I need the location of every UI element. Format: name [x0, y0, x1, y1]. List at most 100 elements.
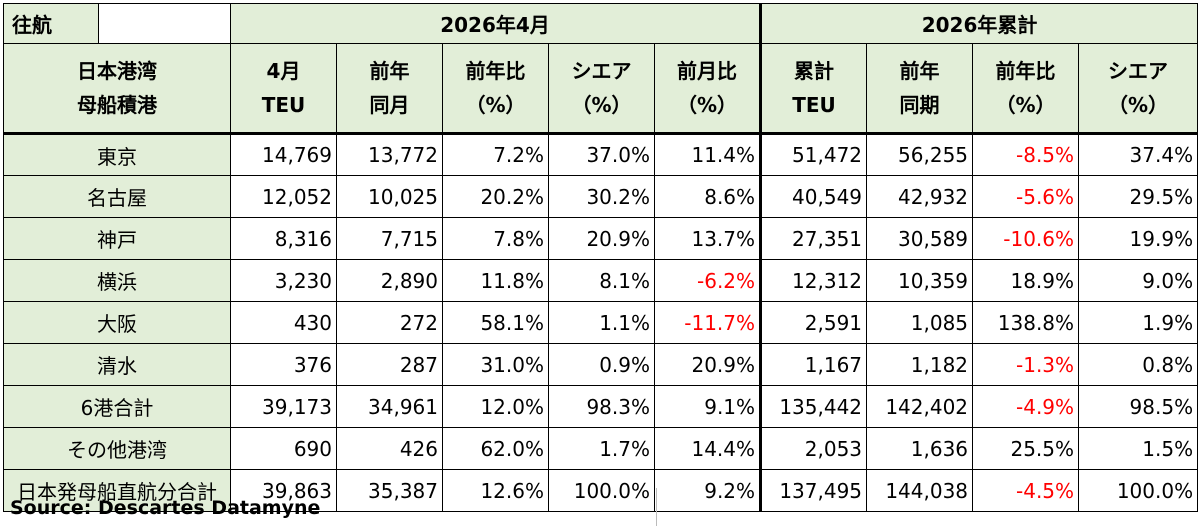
- port-name-cell: 清水: [3, 343, 231, 386]
- yoy-cell: 62.0%: [442, 427, 549, 470]
- cum-yoy-cell: -4.9%: [972, 385, 1080, 428]
- cum-teu-cell: 12,312: [759, 259, 868, 302]
- prev-month-cell: 287: [336, 343, 443, 386]
- mom-cell: -11.7%: [653, 301, 762, 344]
- yoy-cell: 58.1%: [442, 301, 549, 344]
- cum-teu-cell: 137,495: [759, 469, 868, 512]
- corner-blank: [98, 3, 231, 44]
- table-row: 東京 14,769 13,772 7.2% 37.0% 11.4% 51,472 56,255…: [3, 133, 1199, 176]
- port-name-cell: その他港湾: [3, 427, 231, 470]
- prev-period-cell: 142,402: [866, 385, 974, 428]
- month-teu-cell: 430: [230, 301, 337, 344]
- port-name-cell: 神戸: [3, 217, 231, 260]
- table-row: その他港湾 690 426 62.0% 1.7% 14.4% 2,053 1,636 25.5%…: [3, 427, 1199, 470]
- cum-yoy-cell: -8.5%: [972, 133, 1080, 176]
- cum-share-cell: 37.4%: [1078, 133, 1199, 176]
- month-teu-cell: 690: [230, 427, 337, 470]
- mom-cell: 11.4%: [653, 133, 762, 176]
- col-cum-teu-header: 累計 TEU: [759, 43, 868, 135]
- yoy-cell: 11.8%: [442, 259, 549, 302]
- prev-month-cell: 426: [336, 427, 443, 470]
- group-cumulative-header: 2026年累計: [759, 3, 1199, 44]
- cum-yoy-cell: 25.5%: [972, 427, 1080, 470]
- mom-cell: 14.4%: [653, 427, 762, 470]
- prev-period-cell: 1,636: [866, 427, 974, 470]
- cum-teu-cell: 40,549: [759, 175, 868, 218]
- share-cell: 0.9%: [548, 343, 655, 386]
- month-teu-cell: 3,230: [230, 259, 337, 302]
- cum-share-cell: 0.8%: [1078, 343, 1199, 386]
- mom-cell: 13.7%: [653, 217, 762, 260]
- mom-cell: 9.1%: [653, 385, 762, 428]
- mom-cell: 20.9%: [653, 343, 762, 386]
- col-cum-yoy-header: 前年比 （%）: [972, 43, 1080, 135]
- cum-yoy-cell: -4.5%: [972, 469, 1080, 512]
- month-teu-cell: 376: [230, 343, 337, 386]
- cum-share-cell: 100.0%: [1078, 469, 1199, 512]
- cum-share-cell: 29.5%: [1078, 175, 1199, 218]
- corner-label: 往航: [3, 3, 99, 44]
- col-month-teu-header: 4月 TEU: [230, 43, 337, 135]
- share-cell: 1.7%: [548, 427, 655, 470]
- port-name-cell: 日本発母船直航分合計: [3, 469, 231, 512]
- cum-teu-cell: 1,167: [759, 343, 868, 386]
- prev-period-cell: 10,359: [866, 259, 974, 302]
- trailing-divider: [656, 488, 657, 526]
- prev-month-cell: 13,772: [336, 133, 443, 176]
- share-cell: 1.1%: [548, 301, 655, 344]
- yoy-cell: 7.8%: [442, 217, 549, 260]
- table-row: 神戸 8,316 7,715 7.8% 20.9% 13.7% 27,351 30,589 -1…: [3, 217, 1199, 260]
- yoy-cell: 7.2%: [442, 133, 549, 176]
- prev-period-cell: 1,182: [866, 343, 974, 386]
- prev-month-cell: 34,961: [336, 385, 443, 428]
- month-teu-cell: 8,316: [230, 217, 337, 260]
- port-name-cell: 大阪: [3, 301, 231, 344]
- mom-cell: 8.6%: [653, 175, 762, 218]
- table-row: 名古屋 12,052 10,025 20.2% 30.2% 8.6% 40,549 42,93…: [3, 175, 1199, 218]
- cum-teu-cell: 135,442: [759, 385, 868, 428]
- cum-share-cell: 9.0%: [1078, 259, 1199, 302]
- prev-period-cell: 1,085: [866, 301, 974, 344]
- cum-teu-cell: 2,591: [759, 301, 868, 344]
- source-note: Source: Descartes Datamyne: [10, 497, 321, 519]
- prev-period-cell: 30,589: [866, 217, 974, 260]
- group-month-header: 2026年4月: [229, 3, 762, 44]
- cum-teu-cell: 51,472: [759, 133, 868, 176]
- mom-cell: 9.2%: [653, 469, 762, 512]
- table-row: 日本発母船直航分合計 39,863 35,387 12.6% 100.0% 9.2% 137…: [3, 469, 1199, 512]
- cum-yoy-cell: -5.6%: [972, 175, 1080, 218]
- cum-share-cell: 19.9%: [1078, 217, 1199, 260]
- month-teu-cell: 14,769: [230, 133, 337, 176]
- col-share-header: シエア （%）: [548, 43, 655, 135]
- yoy-cell: 31.0%: [442, 343, 549, 386]
- prev-period-cell: 56,255: [866, 133, 974, 176]
- cum-share-cell: 1.9%: [1078, 301, 1199, 344]
- port-name-cell: 東京: [3, 133, 231, 176]
- share-cell: 20.9%: [548, 217, 655, 260]
- prev-period-cell: 42,932: [866, 175, 974, 218]
- cum-yoy-cell: 18.9%: [972, 259, 1080, 302]
- teu-table: 往航 2026年4月 2026年累計 日本港湾 母船積港 4月 TEU 前年 同月 前…: [3, 3, 1199, 512]
- table-row: 6港合計 39,173 34,961 12.0% 98.3% 9.1% 135,442 142…: [3, 385, 1199, 428]
- prev-month-cell: 272: [336, 301, 443, 344]
- col-port-header: 日本港湾 母船積港: [3, 43, 231, 135]
- prev-month-cell: 2,890: [336, 259, 443, 302]
- port-name-cell: 横浜: [3, 259, 231, 302]
- share-cell: 98.3%: [548, 385, 655, 428]
- cum-yoy-cell: -1.3%: [972, 343, 1080, 386]
- share-cell: 30.2%: [548, 175, 655, 218]
- month-teu-cell: 12,052: [230, 175, 337, 218]
- table-row: 大阪 430 272 58.1% 1.1% -11.7% 2,591 1,085 138.8% 1…: [3, 301, 1199, 344]
- share-cell: 8.1%: [548, 259, 655, 302]
- cum-teu-cell: 27,351: [759, 217, 868, 260]
- yoy-cell: 12.6%: [442, 469, 549, 512]
- cum-share-cell: 1.5%: [1078, 427, 1199, 470]
- share-cell: 37.0%: [548, 133, 655, 176]
- cum-share-cell: 98.5%: [1078, 385, 1199, 428]
- col-prev-period-header: 前年 同期: [866, 43, 974, 135]
- share-cell: 100.0%: [548, 469, 655, 512]
- cum-teu-cell: 2,053: [759, 427, 868, 470]
- yoy-cell: 20.2%: [442, 175, 549, 218]
- prev-period-cell: 144,038: [866, 469, 974, 512]
- prev-month-cell: 35,387: [336, 469, 443, 512]
